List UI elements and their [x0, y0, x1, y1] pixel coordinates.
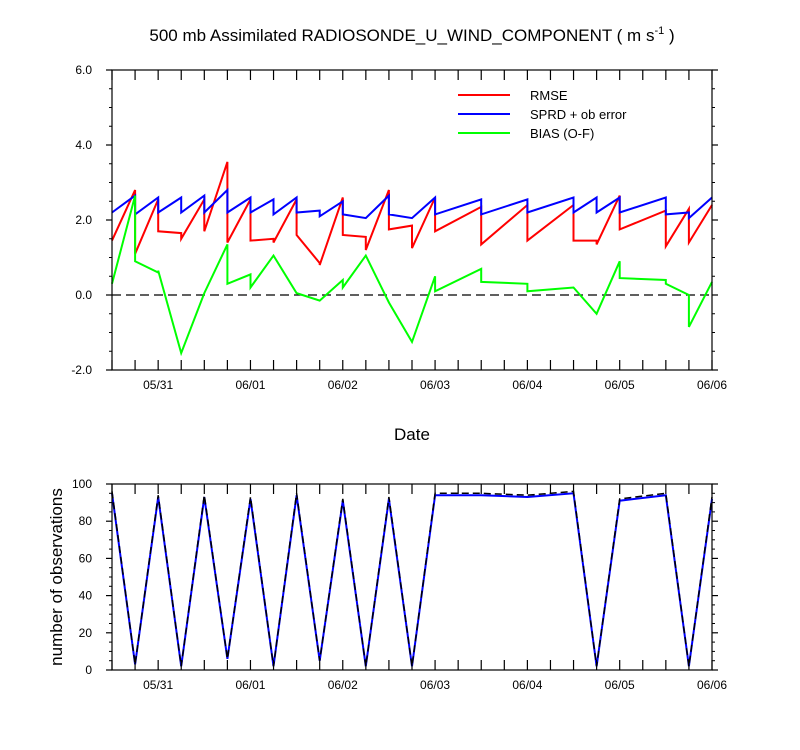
top-series-bias-o-f [111, 195, 713, 357]
top-series-layer [111, 161, 713, 357]
top-series-sprd-ob-error [111, 187, 713, 221]
bottom-x-tick-label: 06/01 [235, 678, 265, 692]
bottom-ticks-layer: 05/31 06/01 06/02 06/03 06/04 06/05 06/06 0 20 40… [72, 477, 727, 692]
legend-label: BIAS (O-F) [530, 126, 594, 141]
bottom-y-tick-label: 0 [85, 663, 92, 677]
top-x-tick-label: 06/02 [328, 378, 358, 392]
top-x-tick-label: 05/31 [143, 378, 173, 392]
bottom-series-layer [111, 490, 713, 667]
top-x-tick-label: 06/03 [420, 378, 450, 392]
chart-title: 500 mb Assimilated RADIOSONDE_U_WIND_COM… [149, 25, 674, 45]
chart-title-suffix: ) [664, 26, 674, 45]
bottom-x-tick-label: 06/05 [605, 678, 635, 692]
top-plot: 05/31 06/01 06/02 06/03 06/04 06/05 06/06 -2.0 0… [71, 63, 727, 444]
top-plot-frame [111, 69, 713, 371]
bottom-y-tick-label: 100 [72, 477, 92, 491]
bottom-y-tick-label: 80 [79, 514, 93, 528]
bottom-x-tick-label: 06/02 [328, 678, 358, 692]
bottom-y-tick-label: 40 [79, 589, 93, 603]
bottom-y-tick-label: 60 [79, 551, 93, 565]
bottom-x-tick-label: 05/31 [143, 678, 173, 692]
top-x-tick-label: 06/05 [605, 378, 635, 392]
bottom-plot: 05/31 06/01 06/02 06/03 06/04 06/05 06/06 0 20 40… [47, 477, 727, 692]
legend-label: SPRD + ob error [530, 107, 627, 122]
bottom-y-tick-label: 20 [79, 626, 93, 640]
bottom-plot-frame [111, 483, 713, 671]
bottom-x-tick-label: 06/03 [420, 678, 450, 692]
top-x-tick-label: 06/01 [235, 378, 265, 392]
bottom-series-used [111, 492, 713, 667]
bottom-series-possible [111, 490, 713, 667]
top-y-tick-label: 6.0 [75, 63, 92, 77]
top-x-tick-label: 06/04 [512, 378, 542, 392]
top-ticks-layer: 05/31 06/01 06/02 06/03 06/04 06/05 06/06 -2.0 0… [71, 63, 727, 392]
legend-label: RMSE [530, 88, 568, 103]
chart-title-superscript: -1 [654, 25, 664, 37]
top-series-rmse [111, 161, 713, 266]
top-y-tick-label: 4.0 [75, 138, 92, 152]
top-x-axis-title: Date [394, 425, 430, 444]
top-y-tick-label: -2.0 [71, 363, 92, 377]
bottom-x-tick-label: 06/06 [697, 678, 727, 692]
top-y-tick-label: 0.0 [75, 288, 92, 302]
top-legend: RMSE SPRD + ob error BIAS (O-F) [458, 88, 627, 141]
top-y-tick-label: 2.0 [75, 213, 92, 227]
bottom-y-axis-title: number of observations [47, 488, 66, 666]
top-x-tick-label: 06/06 [697, 378, 727, 392]
bottom-x-tick-label: 06/04 [512, 678, 542, 692]
